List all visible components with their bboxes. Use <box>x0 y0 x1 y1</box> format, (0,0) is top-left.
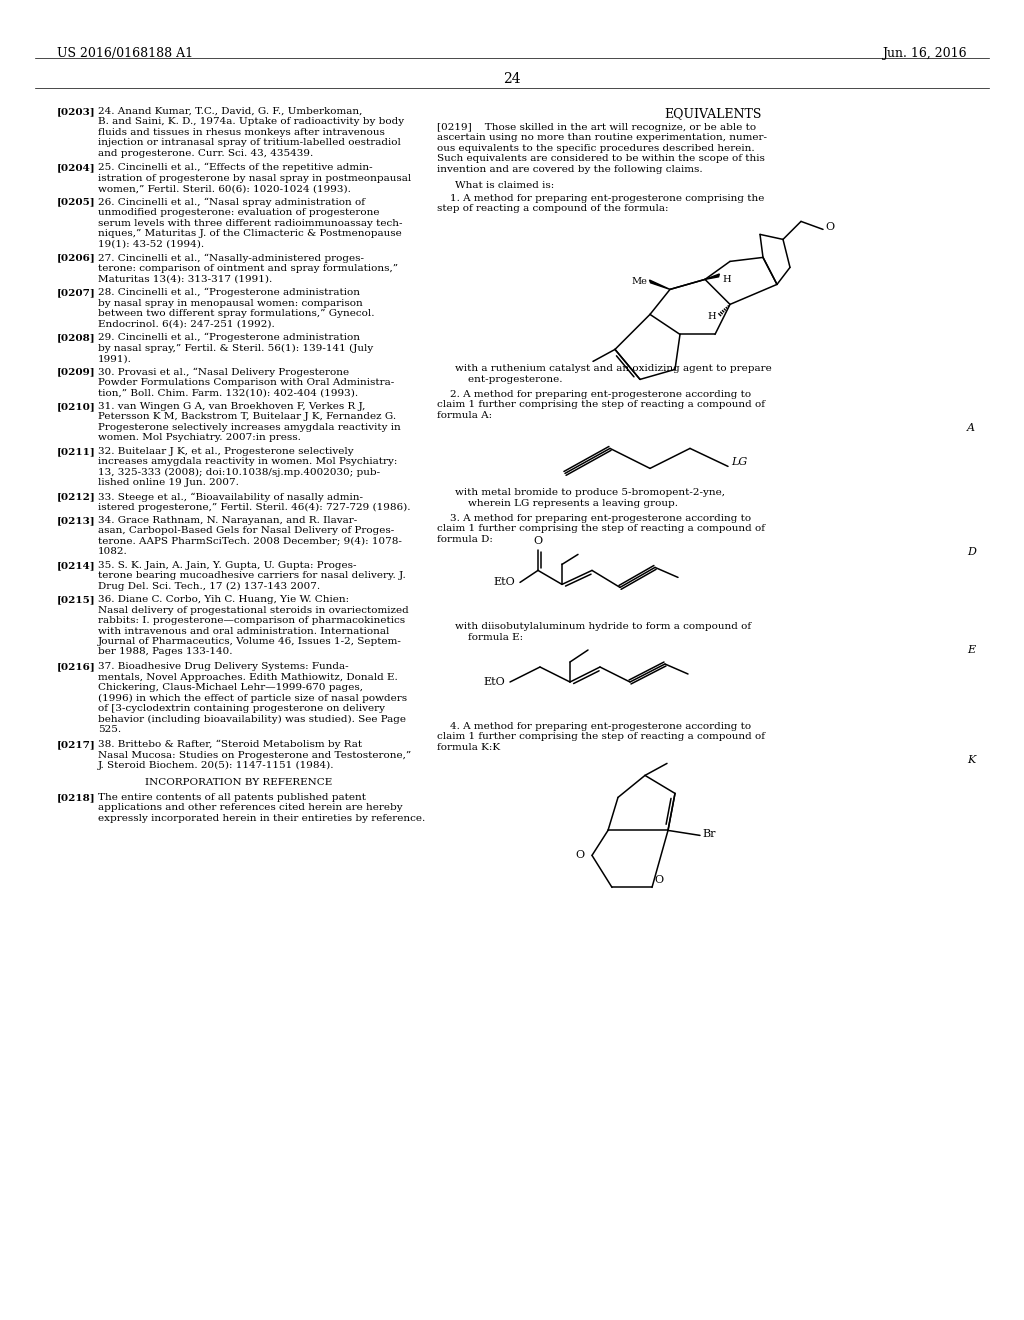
Text: H: H <box>708 312 716 321</box>
Text: [0210]: [0210] <box>57 401 96 411</box>
Text: H: H <box>722 275 731 284</box>
Text: LG: LG <box>731 458 748 467</box>
Text: EtO: EtO <box>494 577 515 587</box>
Text: [0208]: [0208] <box>57 333 95 342</box>
Text: [0215]: [0215] <box>57 595 95 605</box>
Text: 26. Cincinelli et al., “Nasal spray administration of
unmodified progesterone: e: 26. Cincinelli et al., “Nasal spray admi… <box>98 198 402 248</box>
Text: What is claimed is:: What is claimed is: <box>455 181 554 190</box>
Text: Br: Br <box>702 829 716 840</box>
Text: [0209]: [0209] <box>57 367 95 376</box>
Text: 31. van Wingen G A, van Broekhoven F, Verkes R J,
Petersson K M, Backstrom T, Bu: 31. van Wingen G A, van Broekhoven F, Ve… <box>98 401 400 442</box>
Polygon shape <box>705 275 720 280</box>
Text: INCORPORATION BY REFERENCE: INCORPORATION BY REFERENCE <box>144 779 332 787</box>
Text: O: O <box>825 222 835 232</box>
Text: [0203]: [0203] <box>57 107 95 116</box>
Text: 3. A method for preparing ent-progesterone according to
claim 1 further comprisi: 3. A method for preparing ent-progestero… <box>437 513 765 544</box>
Text: with a ruthenium catalyst and an oxidizing agent to prepare
    ent-progesterone: with a ruthenium catalyst and an oxidizi… <box>455 364 772 384</box>
Text: Me: Me <box>631 277 647 286</box>
Text: 37. Bioadhesive Drug Delivery Systems: Funda-
mentals, Novel Approaches. Edith M: 37. Bioadhesive Drug Delivery Systems: F… <box>98 663 408 734</box>
Text: K: K <box>967 755 975 766</box>
Text: with diisobutylaluminum hydride to form a compound of
    formula E:: with diisobutylaluminum hydride to form … <box>455 623 752 642</box>
Text: D: D <box>967 548 976 557</box>
Text: E: E <box>967 645 975 655</box>
Text: 27. Cincinelli et al., “Nasally-administered proges-
terone: comparison of ointm: 27. Cincinelli et al., “Nasally-administ… <box>98 253 398 284</box>
Text: EtO: EtO <box>483 677 505 686</box>
Text: 30. Provasi et al., “Nasal Delivery Progesterone
Powder Formulations Comparison : 30. Provasi et al., “Nasal Delivery Prog… <box>98 367 394 397</box>
Text: Jun. 16, 2016: Jun. 16, 2016 <box>883 48 967 59</box>
Text: [0214]: [0214] <box>57 561 95 570</box>
Text: [0216]: [0216] <box>57 663 96 671</box>
Text: [0207]: [0207] <box>57 288 96 297</box>
Text: 33. Steege et al., “Bioavailability of nasally admin-
istered progesterone,” Fer: 33. Steege et al., “Bioavailability of n… <box>98 492 411 512</box>
Text: [0211]: [0211] <box>57 447 96 455</box>
Text: 24: 24 <box>503 73 521 86</box>
Text: [0212]: [0212] <box>57 492 96 502</box>
Text: 25. Cincinelli et al., “Effects of the repetitive admin-
istration of progestero: 25. Cincinelli et al., “Effects of the r… <box>98 162 412 193</box>
Text: 34. Grace Rathnam, N. Narayanan, and R. Ilavar-
asan, Carbopol-Based Gels for Na: 34. Grace Rathnam, N. Narayanan, and R. … <box>98 516 401 556</box>
Text: 24. Anand Kumar, T.C., David, G. F., Umberkoman,
B. and Saini, K. D., 1974a. Upt: 24. Anand Kumar, T.C., David, G. F., Umb… <box>98 107 404 157</box>
Text: 4. A method for preparing ent-progesterone according to
claim 1 further comprisi: 4. A method for preparing ent-progestero… <box>437 722 765 752</box>
Text: [0217]: [0217] <box>57 739 96 748</box>
Text: [0219]    Those skilled in the art will recognize, or be able to
ascertain using: [0219] Those skilled in the art will rec… <box>437 123 767 174</box>
Text: 32. Buitelaar J K, et al., Progesterone selectively
increases amygdala reactivit: 32. Buitelaar J K, et al., Progesterone … <box>98 447 397 487</box>
Text: 28. Cincinelli et al., “Progesterone administration
by nasal spray in menopausal: 28. Cincinelli et al., “Progesterone adm… <box>98 288 375 329</box>
Text: [0218]: [0218] <box>57 793 95 803</box>
Text: EQUIVALENTS: EQUIVALENTS <box>665 107 762 120</box>
Text: O: O <box>654 875 664 886</box>
Text: 35. S. K. Jain, A. Jain, Y. Gupta, U. Gupta: Proges-
terone bearing mucoadhesive: 35. S. K. Jain, A. Jain, Y. Gupta, U. Gu… <box>98 561 406 591</box>
Text: [0204]: [0204] <box>57 162 95 172</box>
Text: The entire contents of all patents published patent
applications and other refer: The entire contents of all patents publi… <box>98 793 425 822</box>
Text: O: O <box>574 850 584 861</box>
Text: O: O <box>534 536 543 546</box>
Text: 36. Diane C. Corbo, Yih C. Huang, Yie W. Chien:
Nasal delivery of progestational: 36. Diane C. Corbo, Yih C. Huang, Yie W.… <box>98 595 409 656</box>
Text: US 2016/0168188 A1: US 2016/0168188 A1 <box>57 48 194 59</box>
Text: 29. Cincinelli et al., “Progesterone administration
by nasal spray,” Fertil. & S: 29. Cincinelli et al., “Progesterone adm… <box>98 333 374 363</box>
Text: 2. A method for preparing ent-progesterone according to
claim 1 further comprisi: 2. A method for preparing ent-progestero… <box>437 389 765 420</box>
Text: [0206]: [0206] <box>57 253 96 263</box>
Text: with metal bromide to produce 5-bromopent-2-yne,
    wherein LG represents a lea: with metal bromide to produce 5-bromopen… <box>455 488 725 508</box>
Text: A: A <box>967 424 975 433</box>
Text: [0205]: [0205] <box>57 198 95 206</box>
Polygon shape <box>649 280 670 289</box>
Text: 38. Brittebo & Rafter, “Steroid Metabolism by Rat
Nasal Mucosa: Studies on Proge: 38. Brittebo & Rafter, “Steroid Metaboli… <box>98 739 412 770</box>
Text: 1. A method for preparing ent-progesterone comprising the
step of reacting a com: 1. A method for preparing ent-progestero… <box>437 194 764 214</box>
Text: [0213]: [0213] <box>57 516 95 525</box>
